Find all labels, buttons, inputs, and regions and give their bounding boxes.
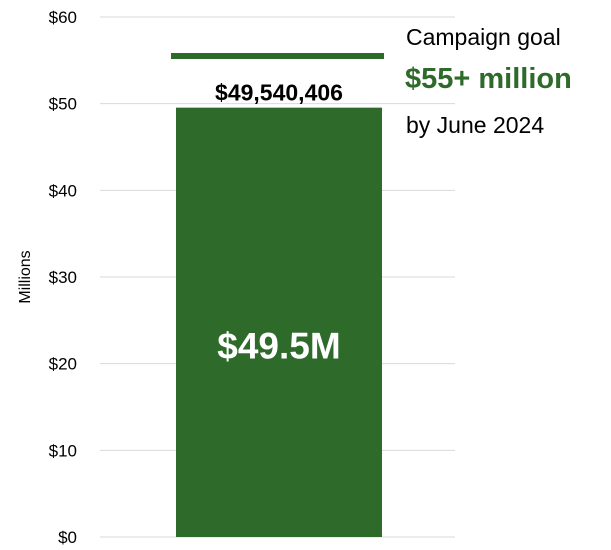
goal-caption-amount: $55+ million (405, 63, 572, 95)
bar-inner-label: $49.5M (217, 326, 340, 367)
y-tick-label: $0 (58, 528, 77, 547)
bars (176, 107, 382, 537)
y-tick-label: $50 (49, 95, 77, 114)
y-tick-label: $60 (49, 8, 77, 27)
goal-caption-line3: by June 2024 (406, 112, 544, 138)
goal-caption-line1: Campaign goal (406, 24, 561, 50)
y-axis-ticks: $0 $10 $20 $30 $40 $50 $60 (49, 8, 77, 547)
y-tick-label: $10 (49, 441, 77, 460)
y-axis-label: Millions (17, 250, 34, 303)
bar (176, 107, 382, 537)
y-tick-label: $40 (49, 181, 77, 200)
y-tick-label: $30 (49, 268, 77, 287)
y-tick-label: $20 (49, 355, 77, 374)
bar-value-label: $49,540,406 (215, 80, 343, 106)
